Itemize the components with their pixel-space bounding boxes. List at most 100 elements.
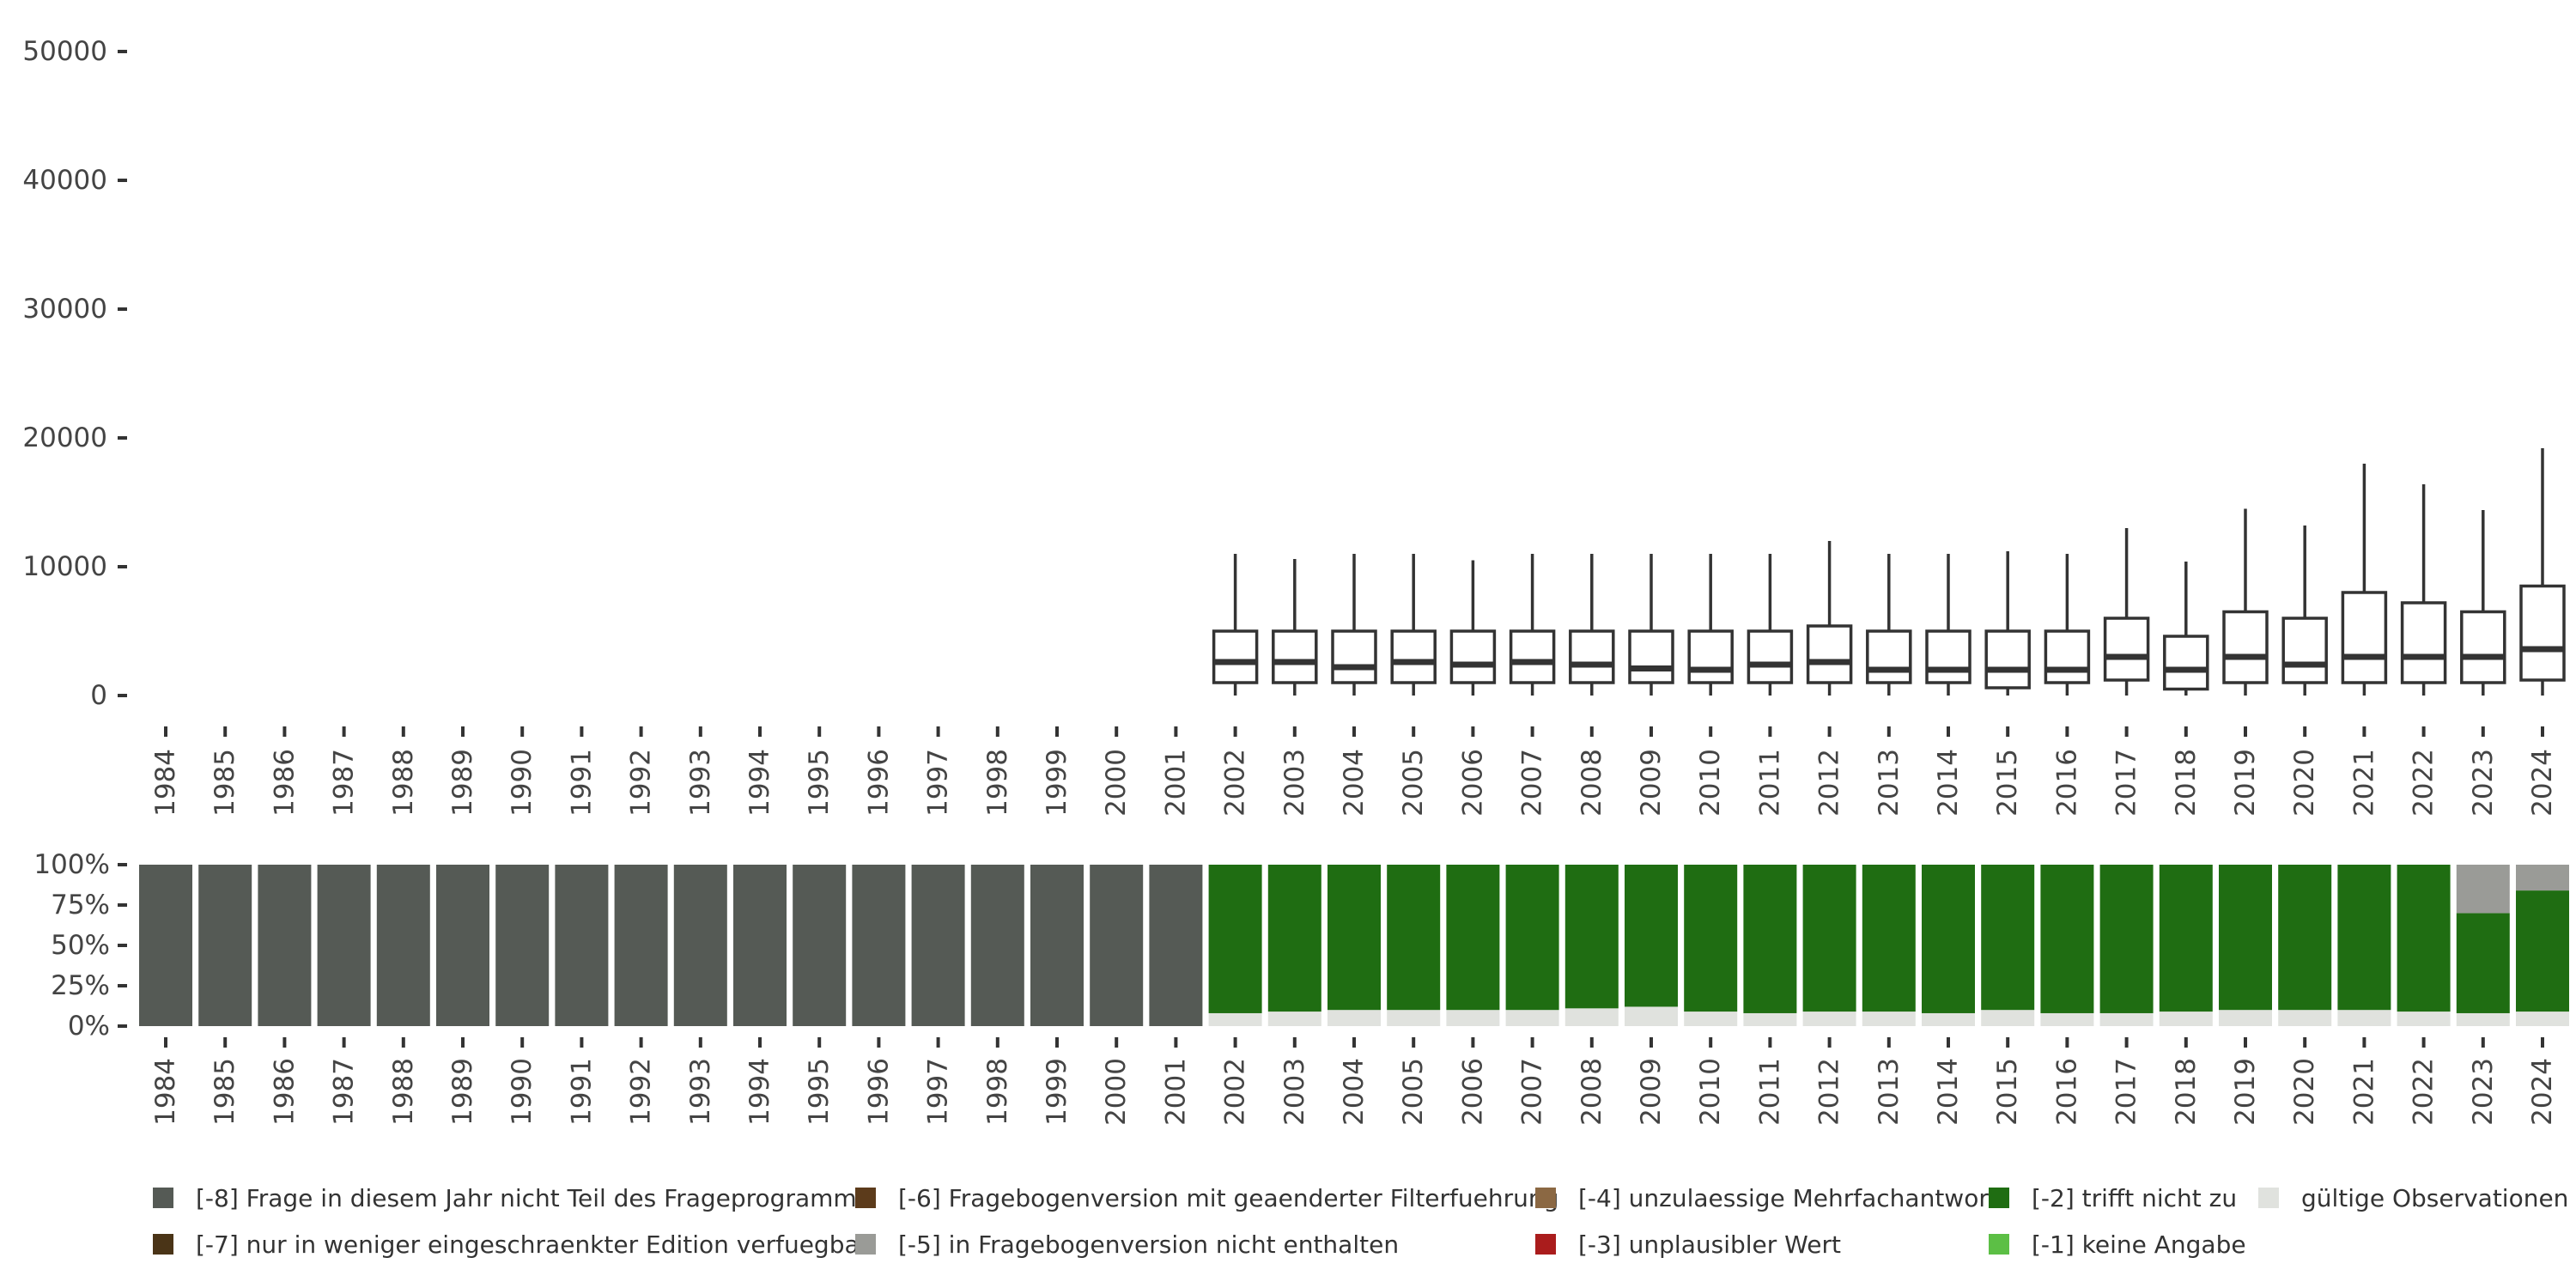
- x-tick-label: 1993: [685, 1058, 716, 1126]
- bar-segment: [436, 865, 489, 1026]
- bar-segment: [1862, 865, 1916, 1012]
- legend-item: gültige Observationen: [2258, 1176, 2568, 1219]
- x-tick-label: 1992: [626, 1058, 657, 1126]
- x-tick-label: 1985: [210, 749, 240, 817]
- bar-segment: [2159, 865, 2213, 1012]
- bar-segment: [2456, 1012, 2510, 1026]
- x-tick-label: 2010: [1695, 749, 1726, 817]
- bar-segment: [1862, 1012, 1916, 1026]
- box-2020: [2281, 526, 2328, 696]
- x-tick-label: 2004: [1339, 1058, 1370, 1126]
- bar-segment: [1208, 1012, 1262, 1026]
- bar-segment: [139, 865, 192, 1026]
- bar-segment: [1387, 1010, 1441, 1026]
- legend-item: [-2] trifft nicht zu: [1989, 1176, 2237, 1219]
- x-tick-label: 1988: [388, 1058, 419, 1126]
- bar-segment: [1564, 865, 1619, 1009]
- x-tick-label: 2007: [1517, 1058, 1548, 1126]
- bar-2011: [1743, 865, 1797, 1026]
- legend-swatch: [2258, 1188, 2279, 1208]
- x-tick-label: 2018: [2171, 749, 2202, 817]
- x-tick-label: 2012: [1814, 749, 1845, 817]
- box-iqr: [1212, 629, 1259, 684]
- y-tick-label: 50%: [51, 930, 110, 961]
- x-tick-label: 1998: [982, 749, 1013, 817]
- box-2012: [1806, 541, 1853, 696]
- bar-1986: [258, 865, 312, 1026]
- x-tick-label: 2007: [1517, 749, 1548, 817]
- x-tick-label: 1999: [1042, 1058, 1072, 1126]
- x-tick-label: 2006: [1457, 749, 1488, 817]
- legend-label: [-7] nur in weniger eingeschraenkter Edi…: [196, 1230, 870, 1259]
- box-2019: [2222, 508, 2269, 696]
- x-tick-label: 2009: [1636, 749, 1667, 817]
- x-tick-label: 1987: [329, 1058, 360, 1126]
- bar-segment: [2397, 1012, 2451, 1026]
- x-tick-label: 2023: [2468, 1058, 2499, 1126]
- box-iqr: [1747, 629, 1794, 684]
- legend-label: [-3] unplausibler Wert: [1578, 1230, 1841, 1259]
- x-tick-label: 1994: [744, 1058, 775, 1126]
- stacked-bar-panel: 0% 25% 50% 75% 100% 1984 1985 1986 1987 1988 1989 1…: [33, 849, 2569, 1126]
- bar-segment: [2397, 865, 2451, 1012]
- bar-2024: [2516, 865, 2569, 1026]
- bar-segment: [1981, 865, 2035, 1011]
- bar-segment: [970, 865, 1024, 1026]
- bar-2019: [2219, 865, 2272, 1026]
- y-tick-label: 75%: [51, 890, 110, 920]
- x-tick-label: 2008: [1577, 749, 1607, 817]
- box-2017: [2103, 528, 2150, 696]
- box-iqr: [1925, 629, 1971, 684]
- x-tick-label: 2001: [1160, 1058, 1191, 1126]
- bar-segment: [2456, 865, 2510, 914]
- x-tick-label: 2019: [2230, 749, 2261, 817]
- bar-2001: [1149, 865, 1203, 1026]
- legend-swatch: [1535, 1234, 1556, 1255]
- bar-segment: [1564, 1008, 1619, 1026]
- bar-1999: [1030, 865, 1084, 1026]
- bar-2022: [2397, 865, 2451, 1026]
- x-tick-label: 2004: [1339, 749, 1370, 817]
- bar-segment: [1743, 865, 1797, 1013]
- bar-segment: [258, 865, 312, 1026]
- bar-segment: [1267, 865, 1321, 1012]
- bar-1994: [733, 865, 787, 1026]
- legend-swatch: [855, 1188, 876, 1208]
- bar-2012: [1802, 865, 1856, 1026]
- box-iqr: [2103, 617, 2150, 682]
- x-tick-label: 2011: [1754, 749, 1785, 817]
- bar-1995: [793, 865, 847, 1026]
- x-tick-label: 2001: [1160, 749, 1191, 817]
- bar-2014: [1922, 865, 1975, 1026]
- legend-item: [-4] unzulaessige Mehrfachantwort: [1535, 1176, 1998, 1219]
- x-tick-label: 2006: [1457, 1058, 1488, 1126]
- x-tick-label: 1997: [923, 749, 954, 817]
- bar-segment: [2219, 865, 2272, 1011]
- x-tick-label: 2016: [2051, 1058, 2082, 1126]
- box-2022: [2400, 484, 2447, 696]
- x-tick-label: 2023: [2468, 749, 2499, 817]
- bar-2008: [1564, 865, 1619, 1026]
- legend-label: [-1] keine Angabe: [2032, 1230, 2246, 1259]
- y-tick-label: 0%: [68, 1011, 110, 1042]
- bar-segment: [1149, 865, 1203, 1026]
- bar-segment: [673, 865, 727, 1026]
- bar-2004: [1327, 865, 1381, 1026]
- x-tick-label: 2017: [2111, 749, 2142, 817]
- bar-1997: [911, 865, 965, 1026]
- x-tick-label: 2013: [1874, 749, 1905, 817]
- x-tick-label: 2014: [1933, 749, 1964, 817]
- y-tick-label: 100%: [33, 849, 110, 880]
- boxplot-panel: 0 10000 20000 30000 40000 50000 1984 1985 1986 19…: [22, 36, 2566, 817]
- x-tick-label: 1990: [507, 1058, 538, 1126]
- box-2005: [1390, 554, 1437, 696]
- bar-segment: [2159, 1012, 2213, 1026]
- bar-1987: [317, 865, 371, 1026]
- legend-label: [-2] trifft nicht zu: [2032, 1183, 2238, 1212]
- bar-2016: [2040, 865, 2094, 1026]
- bar-segment: [2040, 1012, 2094, 1026]
- x-tick-label: 2021: [2348, 1058, 2379, 1126]
- legend-label: gültige Observationen: [2301, 1183, 2569, 1212]
- legend-item: [-1] keine Angabe: [1989, 1223, 2246, 1266]
- bar-segment: [1625, 1006, 1678, 1026]
